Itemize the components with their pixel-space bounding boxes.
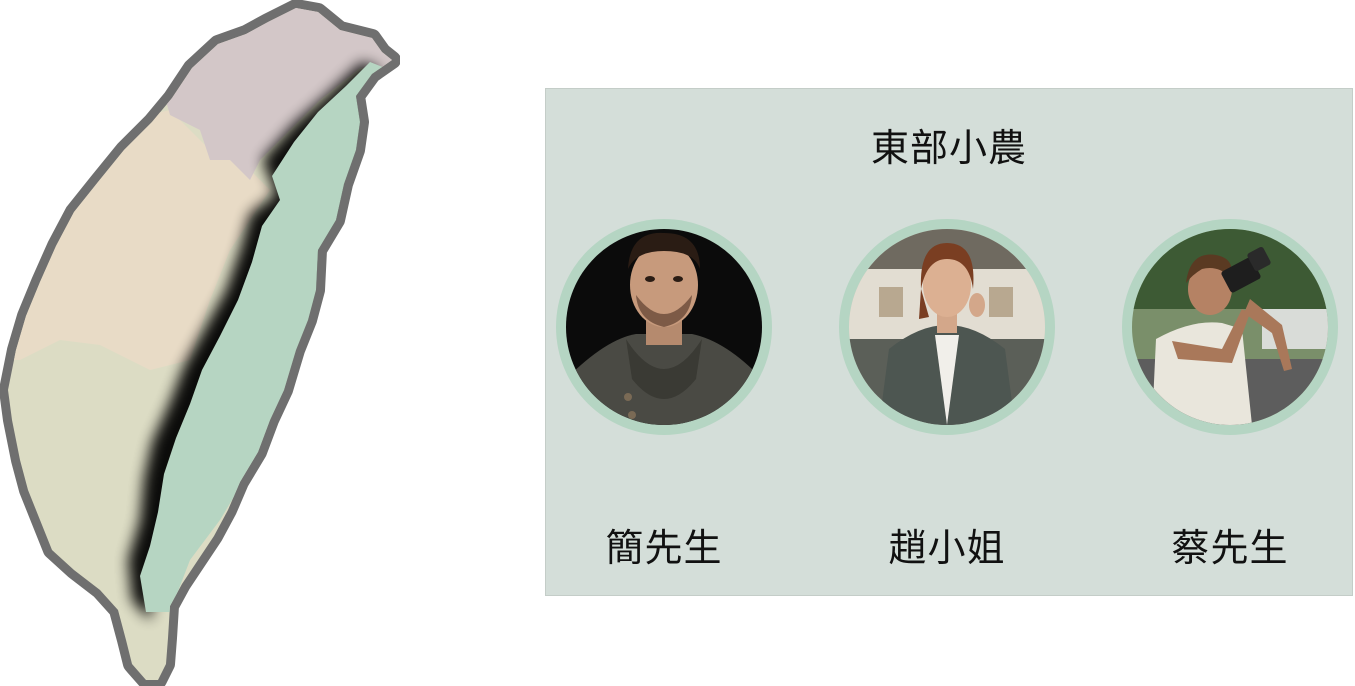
- farmer-card-3[interactable]: 蔡先生: [1122, 219, 1338, 570]
- avatar-ring: [839, 219, 1055, 435]
- avatar-portrait-man-sweater[interactable]: [566, 229, 762, 425]
- farmer-card-1[interactable]: 簡先生: [556, 219, 772, 570]
- taiwan-map[interactable]: [0, 0, 400, 686]
- panel-title: 東部小農: [870, 126, 1027, 170]
- farmers-panel: 東部小農: [545, 88, 1353, 596]
- farmer-name: 趙小姐: [888, 526, 1006, 570]
- avatar-portrait-man-camera[interactable]: [1132, 229, 1328, 425]
- avatar-ring: [1122, 219, 1338, 435]
- east-region[interactable]: [140, 62, 390, 612]
- taiwan-map-graphic: [0, 0, 400, 686]
- avatar-ring: [556, 219, 772, 435]
- avatar-portrait-woman-blazer[interactable]: [849, 229, 1045, 425]
- farmer-name: 蔡先生: [1171, 526, 1289, 570]
- farmer-name: 簡先生: [605, 526, 723, 570]
- farmer-card-2[interactable]: 趙小姐: [839, 219, 1055, 570]
